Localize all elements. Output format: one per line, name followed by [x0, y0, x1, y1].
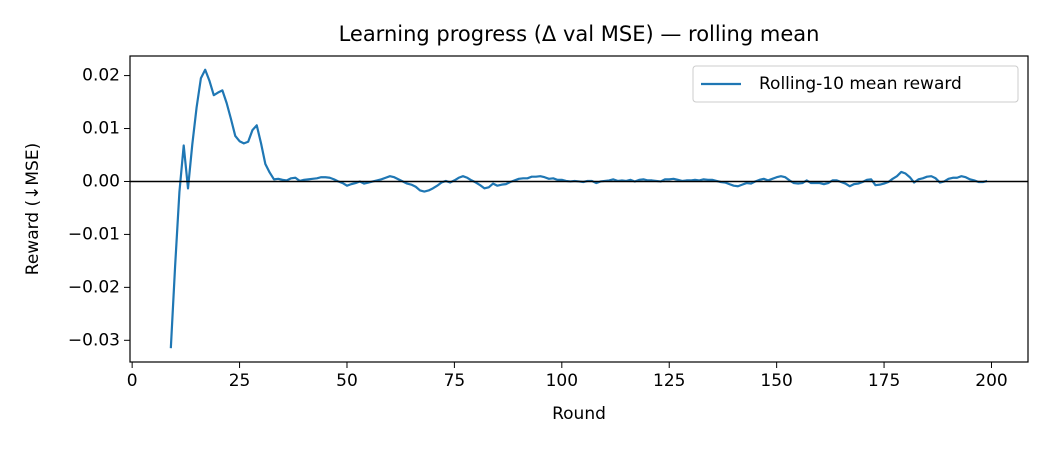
x-tick-label: 25: [229, 371, 251, 391]
x-tick-label: 150: [760, 371, 792, 391]
y-tick-label: 0.02: [82, 66, 120, 86]
y-axis-label: Reward (↓MSE): [23, 143, 43, 275]
x-tick-label: 100: [546, 371, 578, 391]
x-axis-label: Round: [552, 404, 606, 424]
y-tick-label: 0.01: [82, 119, 120, 139]
series-line: [169, 68, 988, 349]
legend-box: [692, 65, 1019, 103]
x-tick-label: 50: [336, 371, 358, 391]
chart-title: Learning progress (Δ val MSE) — rolling …: [339, 22, 820, 46]
x-tick-label: 0: [127, 371, 138, 391]
y-tick-label: −0.02: [68, 277, 120, 297]
y-tick-label: −0.01: [68, 224, 120, 244]
legend-label: Rolling-10 mean reward: [759, 74, 962, 94]
y-tick-label: −0.03: [68, 330, 120, 350]
plot-frame: [129, 55, 1029, 363]
y-tick-label: 0.00: [82, 171, 120, 191]
x-tick-label: 125: [653, 371, 685, 391]
x-tick-label: 75: [444, 371, 466, 391]
x-tick-label: 200: [975, 371, 1007, 391]
x-tick-label: 175: [868, 371, 900, 391]
